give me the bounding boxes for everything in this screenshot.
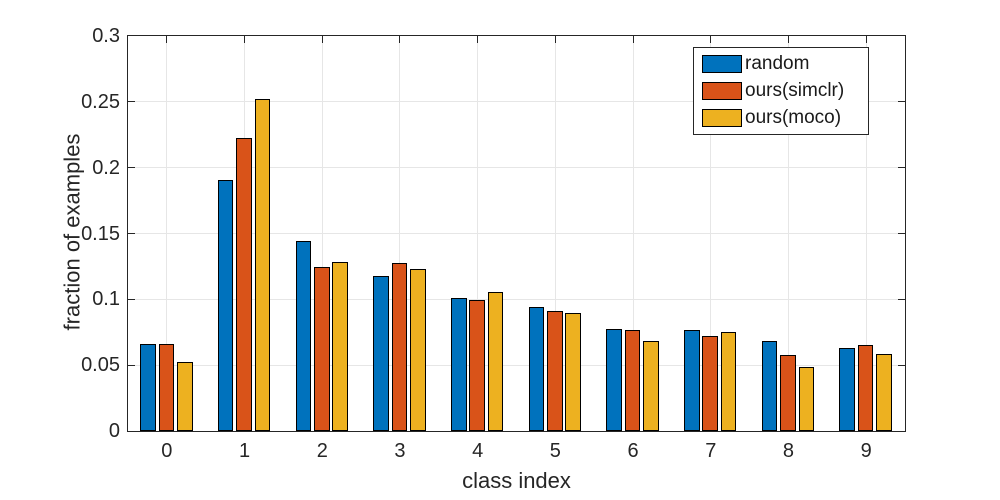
gridline-vertical: [787, 35, 789, 431]
x-tick-label: 4: [472, 440, 484, 462]
legend-swatch-ours(moco): [702, 109, 742, 128]
legend-swatch-random: [702, 54, 742, 73]
legend-item-ours(moco): ours(moco): [694, 105, 868, 131]
bar-random-class-0: [140, 343, 156, 431]
bar-ours(moco)-class-8: [798, 367, 815, 431]
bar-ours(moco)-class-0: [176, 362, 193, 431]
x-tick-mark: [321, 35, 323, 43]
x-tick-label: 5: [549, 440, 561, 462]
bar-ours(simclr)-class-7: [702, 335, 719, 431]
bar-random-class-4: [450, 297, 467, 431]
x-axis-label: class index: [462, 468, 571, 493]
bar-ours(simclr)-class-4: [469, 300, 485, 431]
y-tick-mark: [897, 167, 905, 169]
gridline-vertical: [710, 35, 712, 431]
y-tick-label: 0.15: [81, 222, 120, 245]
x-tick-mark: [399, 35, 401, 43]
legend-swatch-ours(simclr): [702, 81, 742, 100]
gridline-horizontal: [127, 167, 905, 169]
x-tick-mark: [710, 35, 712, 43]
x-tick-label: 7: [705, 440, 717, 462]
y-tick-mark: [127, 298, 135, 300]
bar-ours(moco)-class-2: [332, 261, 348, 431]
legend-item-ours(simclr): ours(simclr): [694, 78, 868, 104]
legend-label: ours(simclr): [745, 79, 845, 101]
bar-random-class-5: [528, 306, 545, 431]
bar-ours(simclr)-class-9: [857, 344, 874, 431]
bar-ours(simclr)-class-0: [158, 343, 175, 431]
x-tick-label: 1: [238, 440, 251, 462]
bar-random-class-7: [684, 330, 700, 431]
legend-item-random: random: [694, 51, 868, 77]
bar-ours(moco)-class-9: [876, 354, 892, 431]
legend-label: random: [745, 52, 810, 74]
bar-ours(moco)-class-4: [487, 292, 504, 431]
y-tick-mark: [897, 298, 905, 300]
y-tick-mark: [897, 364, 905, 366]
bar-ours(moco)-class-3: [410, 268, 426, 431]
gridline-horizontal: [127, 364, 905, 366]
x-tick-label: 8: [782, 440, 794, 462]
bar-random-class-1: [217, 180, 234, 431]
y-tick-label: 0: [108, 420, 120, 442]
y-tick-mark: [897, 233, 905, 234]
x-tick-label: 9: [860, 440, 872, 462]
y-tick-mark: [127, 233, 135, 234]
bar-ours(moco)-class-1: [254, 98, 271, 431]
gridline-vertical: [166, 35, 168, 431]
y-tick-label: 0.25: [81, 90, 120, 113]
gridline-horizontal: [127, 101, 905, 103]
gridline-vertical: [321, 35, 323, 431]
bar-ours(simclr)-class-6: [624, 330, 641, 431]
x-tick-label: 0: [161, 440, 173, 462]
gridline-horizontal: [127, 298, 905, 300]
y-tick-mark: [127, 364, 135, 366]
x-tick-mark: [787, 35, 789, 43]
y-tick-label: 0.05: [81, 354, 120, 377]
x-tick-mark: [477, 35, 479, 43]
bar-random-class-6: [606, 329, 622, 431]
y-tick-mark: [897, 101, 905, 103]
bar-ours(simclr)-class-3: [391, 263, 408, 431]
x-tick-mark: [244, 35, 246, 43]
bar-ours(simclr)-class-8: [780, 355, 796, 431]
gridline-vertical: [632, 35, 634, 431]
x-tick-label: 2: [316, 440, 328, 462]
y-tick-label: 0.2: [92, 156, 120, 179]
bar-random-class-8: [761, 340, 778, 431]
gridline-vertical: [554, 35, 556, 431]
gridline-vertical: [865, 35, 867, 431]
x-tick-mark: [865, 35, 867, 43]
y-tick-mark: [127, 101, 135, 103]
x-tick-mark: [554, 35, 556, 43]
gridline-vertical: [399, 35, 401, 431]
y-tick-mark: [127, 167, 135, 169]
bar-ours(moco)-class-6: [643, 340, 659, 431]
bar-random-class-2: [295, 240, 312, 431]
bar-ours(moco)-class-7: [720, 331, 737, 431]
bar-ours(simclr)-class-2: [313, 267, 330, 431]
gridline-vertical: [477, 35, 479, 431]
legend-label: ours(moco): [745, 107, 842, 129]
x-tick-label: 3: [394, 440, 406, 462]
bar-random-class-3: [373, 276, 389, 431]
y-tick-label: 0.3: [92, 25, 120, 47]
bar-ours(simclr)-class-1: [236, 138, 252, 431]
bar-ours(simclr)-class-5: [547, 310, 563, 431]
x-tick-mark: [166, 35, 168, 43]
gridline-horizontal: [127, 233, 905, 234]
x-tick-label: 6: [627, 440, 639, 462]
legend: random ours(simclr) ours(moco): [693, 47, 869, 135]
bar-random-class-9: [839, 347, 856, 431]
bar-ours(moco)-class-5: [565, 313, 582, 431]
y-tick-label: 0.1: [92, 288, 120, 311]
x-tick-mark: [632, 35, 634, 43]
